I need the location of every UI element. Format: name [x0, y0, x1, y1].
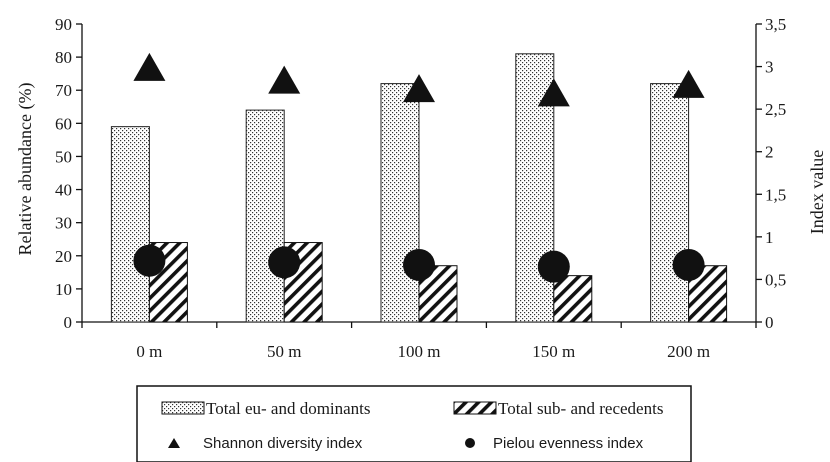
pielou-marker [268, 246, 301, 279]
y2-tick-label: 1,5 [765, 185, 786, 204]
y2-tick-label: 3 [765, 58, 774, 77]
shannon-marker [133, 52, 166, 81]
legend-triangle-marker [168, 438, 180, 448]
y2-tick-label: 0,5 [765, 270, 786, 289]
y-axis-title: Relative abundance (%) [15, 83, 36, 256]
y-tick-label: 20 [55, 247, 72, 266]
legend-swatch-hatched [453, 401, 497, 415]
bar-sub-recedents [418, 265, 458, 323]
y-tick-label: 0 [64, 313, 73, 332]
legend-circle-marker [465, 438, 475, 448]
y-tick-label: 10 [55, 280, 72, 299]
bar-sub-recedents [553, 275, 593, 323]
y-tick-label: 30 [55, 214, 72, 233]
pielou-marker [403, 248, 435, 281]
y-tick-label: 90 [55, 15, 72, 34]
legend-swatch-dotted [161, 401, 205, 415]
shannon-marker [403, 74, 435, 103]
legend-label-shannon: Shannon diversity index [203, 435, 363, 452]
bar-eu-dominants [650, 83, 690, 323]
y2-tick-label: 3,5 [765, 15, 786, 34]
bar-eu-dominants [245, 109, 285, 323]
pielou-marker [537, 250, 570, 283]
legend-label-pielou: Pielou evenness index [493, 435, 644, 452]
plot-area: 0 10 20 30 40 50 60 70 80 90 0 0,5 1 1,5 2 2,5 3 3,5 0 m 50… [55, 15, 786, 361]
y2-tick-label: 2,5 [765, 100, 786, 119]
shannon-marker [268, 65, 301, 94]
pielou-marker [133, 244, 166, 277]
legend-label-eu-dominants: Total eu- and dominants [206, 399, 371, 418]
x-tick-label: 100 m [398, 342, 441, 361]
bar-eu-dominants [110, 126, 150, 323]
shannon-marker [672, 69, 705, 98]
bar-eu-dominants [380, 83, 420, 323]
x-tick-label: 0 m [136, 342, 162, 361]
y-tick-label: 60 [55, 114, 72, 133]
y2-tick-label: 1 [765, 228, 774, 247]
legend-box [136, 385, 692, 462]
y2-tick-label: 2 [765, 143, 774, 162]
y-tick-label: 40 [55, 181, 72, 200]
y-tick-label: 80 [55, 48, 72, 67]
y-tick-label: 50 [55, 147, 72, 166]
x-tick-label: 150 m [532, 342, 575, 361]
shannon-marker [537, 78, 570, 107]
y2-tick-label: 0 [765, 313, 774, 332]
y-tick-label: 70 [55, 81, 72, 100]
x-tick-label: 200 m [667, 342, 710, 361]
legend: Total eu- and dominants Total sub- and r… [136, 385, 692, 462]
y2-axis-title: Index value [807, 150, 827, 234]
pielou-marker [672, 248, 705, 281]
legend-label-sub-recedents: Total sub- and recedents [498, 399, 663, 418]
x-tick-label: 50 m [267, 342, 301, 361]
